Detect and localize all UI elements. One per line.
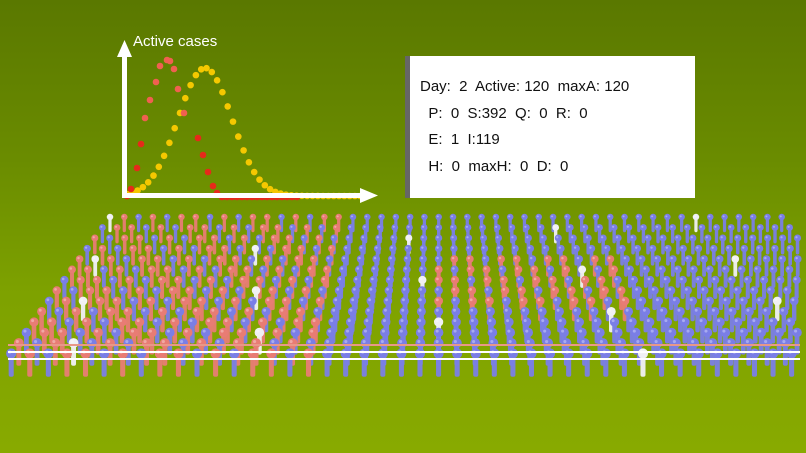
population-grid-3d [6, 213, 802, 377]
stats-row-psqr: P: 0 S:392 Q: 0 R: 0 [420, 104, 588, 122]
stats-panel: Day: 2 Active: 120 maxA: 120 P: 0 S:392 … [405, 56, 695, 198]
chart-y-label: Active cases [133, 33, 218, 50]
stats-row-hd: H: 0 maxH: 0 D: 0 [420, 157, 569, 175]
stats-row-day: Day: 2 Active: 120 maxA: 120 [420, 78, 630, 95]
stats-row-ei: E: 1 I:119 [420, 131, 500, 148]
active-cases-chart [117, 40, 378, 203]
